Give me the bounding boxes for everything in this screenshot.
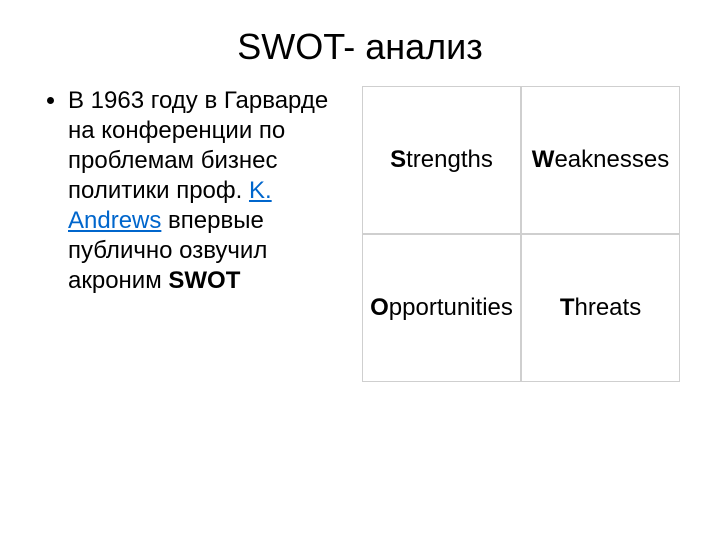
acronym-swot: SWOT — [168, 267, 240, 294]
cell-rest: hreats — [574, 294, 641, 321]
left-column: В 1963 году в Гарварде на конференции по… — [40, 86, 340, 382]
bullet-text-pre: В 1963 году в Гарварде на конференции по… — [68, 87, 328, 204]
cell-first-letter: W — [532, 146, 555, 173]
cell-first-letter: T — [560, 294, 575, 321]
cell-rest: eaknesses — [554, 146, 669, 173]
cell-threats: Threats — [521, 234, 680, 382]
swot-table: Strengths Weaknesses Opportunities Threa… — [362, 86, 680, 382]
cell-opportunities: Opportunities — [362, 234, 521, 382]
cell-rest: pportunities — [389, 294, 513, 321]
cell-weaknesses: Weaknesses — [521, 86, 680, 234]
bullet-list: В 1963 году в Гарварде на конференции по… — [40, 86, 340, 296]
bullet-item: В 1963 году в Гарварде на конференции по… — [68, 86, 340, 296]
cell-first-letter: O — [370, 294, 389, 321]
cell-first-letter: S — [390, 146, 406, 173]
cell-rest: trengths — [406, 146, 493, 173]
slide-title: SWOT- анализ — [40, 26, 680, 68]
slide: SWOT- анализ В 1963 году в Гарварде на к… — [0, 0, 720, 540]
slide-body: В 1963 году в Гарварде на конференции по… — [40, 86, 680, 382]
cell-strengths: Strengths — [362, 86, 521, 234]
